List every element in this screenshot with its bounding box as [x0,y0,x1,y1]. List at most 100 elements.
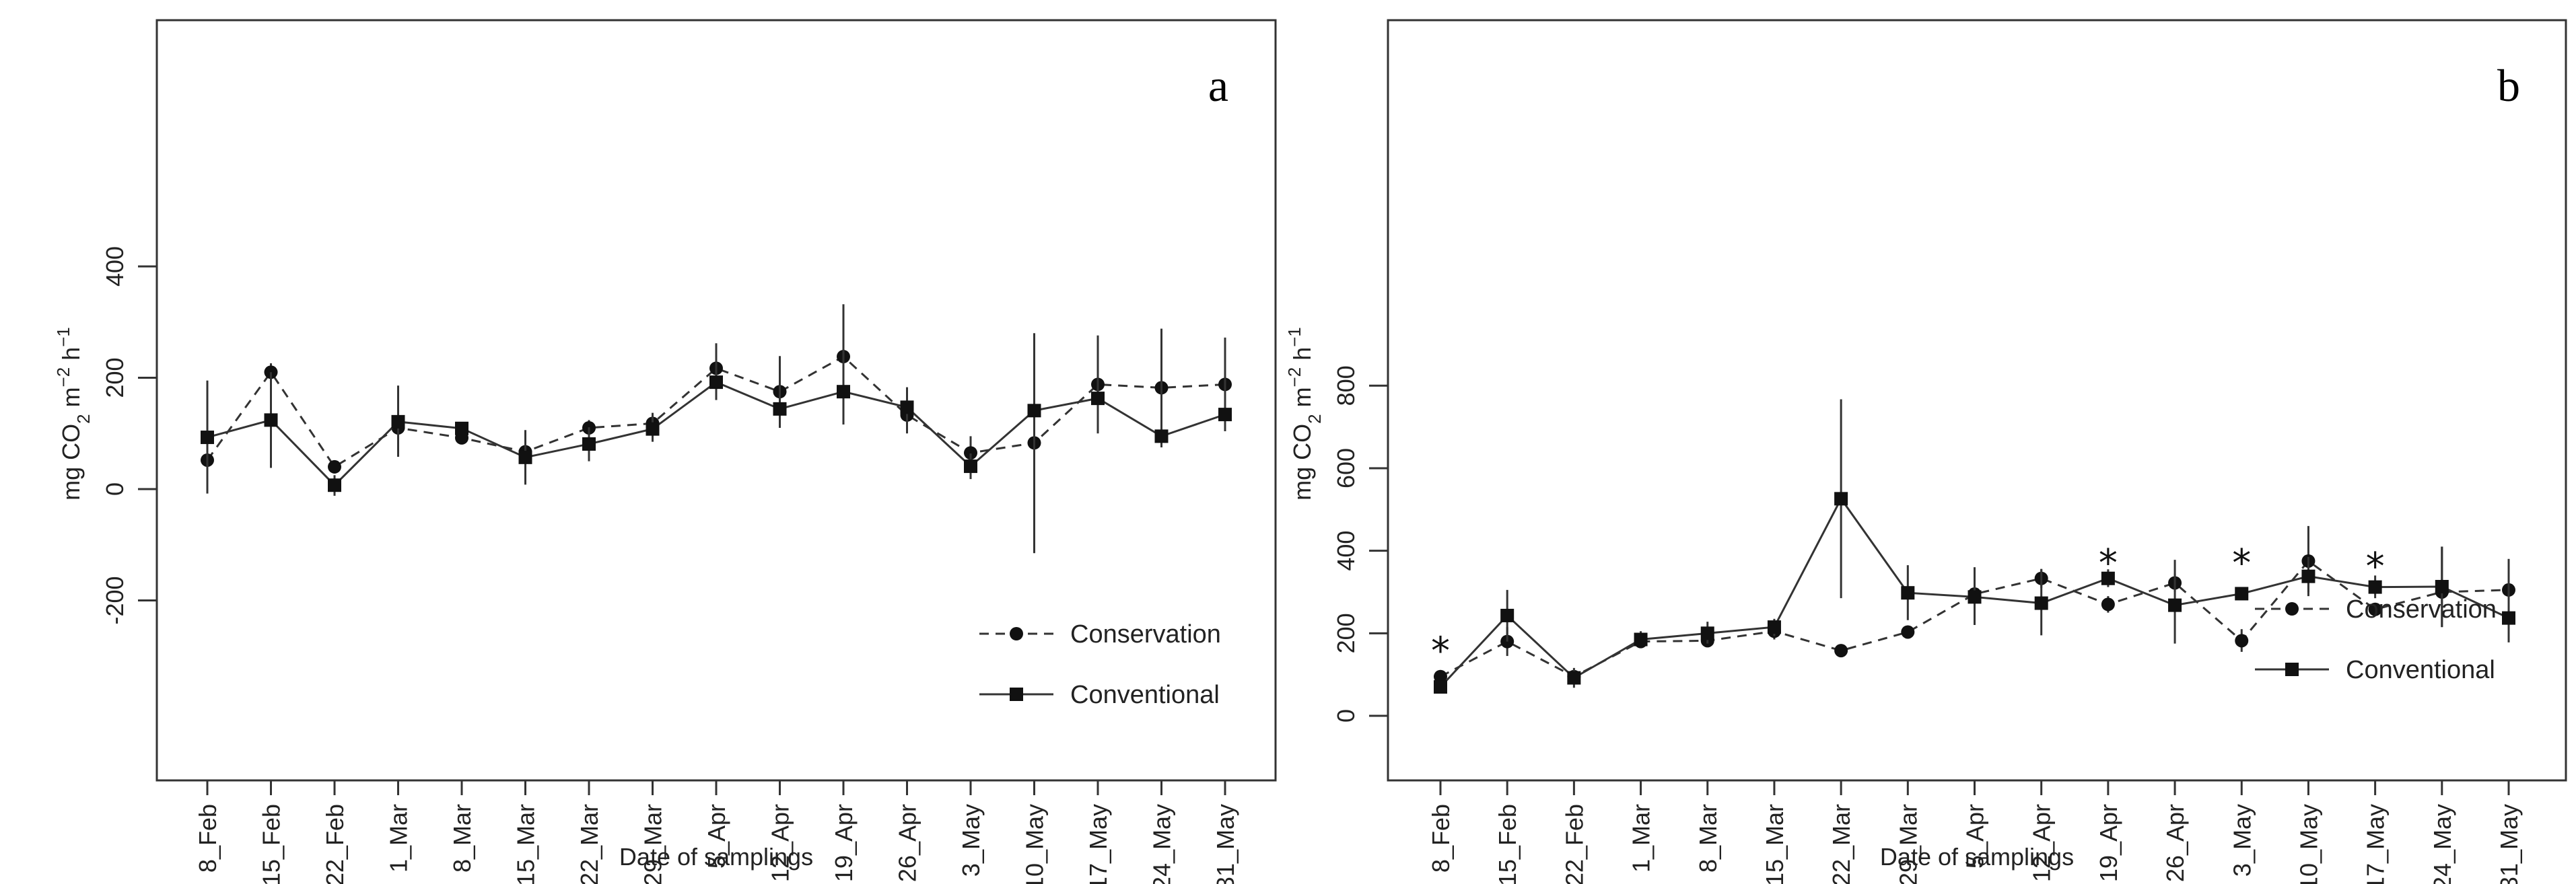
panel-b: 0 200 400 600 800 8_Feb 15_Feb 22_Feb 1_Mar 8_Mar… [1284,19,2567,884]
x-tick-label: 8_Mar [448,804,476,873]
y-title-part: m [57,387,85,414]
x-tick-label: 26_Apr [2161,804,2189,882]
x-tick-label: 1_Mar [385,804,413,873]
data-point-square [2168,598,2182,612]
data-point-circle [2101,597,2115,612]
panel-label: b [2497,60,2520,111]
y-tick-label: 400 [101,246,129,287]
y-tick-label: 0 [101,482,129,496]
x-tick-label: 24_May [1148,804,1176,884]
legend-marker [1010,688,1023,701]
x-tick-label: 10_May [1021,804,1049,884]
x-tick-label: 15_Feb [1494,804,1521,884]
legend-label: Conservation [2346,595,2497,624]
x-tick-label: 26_Apr [894,804,921,882]
data-point-circle [328,459,341,474]
series-line [206,355,1226,468]
x-tick-label: 31_May [2495,804,2523,884]
x-tick-label: 19_Apr [2095,804,2122,882]
x-tick-label: 3_May [2228,804,2256,877]
x-tick-label: 22_Mar [1827,804,1855,884]
y-tick-label: 200 [101,357,129,398]
significance-marker: * [1431,630,1450,673]
data-point-circle [1901,625,1915,639]
x-axis-title: Date of samplings [1880,843,2074,871]
x-tick-label: 5_Apr [1961,804,1989,869]
y-tick-label: -200 [101,576,129,624]
x-tick-label: 19_Apr [830,804,858,882]
data-point-square [1218,408,1232,422]
data-point-square [2101,571,2115,585]
data-point-square [1767,620,1781,634]
legend: Conservation Conventional [979,620,1221,709]
legend: Conservation Conventional [2255,595,2497,684]
y-title-sub: 2 [1304,414,1325,423]
x-tick-label: 22_Feb [1560,804,1588,884]
legend-marker [1010,627,1023,640]
data-point-circle [1434,669,1447,684]
y-title-sub: 2 [73,414,94,423]
data-point-square [709,375,723,390]
x-tick-label: 15_Mar [1761,804,1788,884]
x-tick-label: 3_May [957,804,985,877]
data-point-square [391,414,405,429]
data-point-square [582,437,596,451]
y-title-sup: −2 [1284,367,1304,388]
y-tick-label: 0 [1332,709,1360,723]
x-tick-label: 15_Mar [512,804,540,884]
data-point-circle [964,446,977,460]
data-point-square [1567,671,1581,685]
data-point-square [773,402,787,416]
data-point-square [518,450,532,464]
data-point-square [201,431,214,445]
x-axis-title: Date of samplings [619,843,813,871]
plot-frame [1387,19,2567,782]
data-point-square [1968,590,1982,604]
x-tick-label: 22_Feb [321,804,349,884]
x-tick-label: 12_Apr [2028,804,2056,882]
data-point-square [837,385,850,399]
data-point-square [2502,611,2515,625]
legend-marker [2285,663,2299,676]
legend-label: Conventional [2346,656,2495,684]
x-tick-label: 8_Mar [1694,804,1722,873]
legend-marker [2285,602,2299,616]
data-point-square [1091,392,1105,406]
panel-label: a [1208,60,1228,111]
significance-marker: * [2232,542,2251,585]
data-point-square [1154,429,1169,443]
data-point-square [2301,569,2316,583]
y-title-sup: −1 [53,327,73,347]
data-point-square [1634,632,1648,647]
data-point-square [900,400,914,414]
x-tick-label: 31_May [1212,804,1239,884]
y-title-part: m [1288,387,1316,414]
data-point-square [264,413,278,427]
data-point-square [1700,626,1714,640]
x-tick-label: 8_Feb [194,804,221,873]
legend-label: Conventional [1070,681,1220,709]
panel-a: -200 0 200 400 8_Feb 15_Feb 22_Feb 1_Mar 8_Mar 15… [53,19,1277,884]
data-point-square [1500,608,1515,622]
data-point-square [2435,580,2449,594]
y-tick-label: 800 [1332,365,1360,406]
x-tick-label: 1_Mar [1628,804,1655,873]
y-title-part: h [57,347,85,367]
x-tick-label: 8_Feb [1427,804,1455,873]
y-title-sup: −1 [1284,327,1304,347]
y-axis-title: mg CO2 m−2 h−1 [53,327,94,501]
data-point-square [1834,492,1848,506]
data-point-square [1434,680,1447,694]
data-point-square [646,422,660,436]
data-point-circle [2368,602,2382,616]
y-title-part: mg CO [1288,424,1316,501]
y-title-sup: −2 [53,367,73,388]
x-tick-label: 15_Feb [258,804,285,884]
x-tick-label: 29_Mar [1894,804,1922,884]
data-point-circle [1834,644,1848,658]
x-tick-label: 10_May [2295,804,2322,884]
y-tick-label: 200 [1332,613,1360,653]
y-tick-label: 600 [1332,448,1360,488]
data-point-square [1027,404,1041,418]
